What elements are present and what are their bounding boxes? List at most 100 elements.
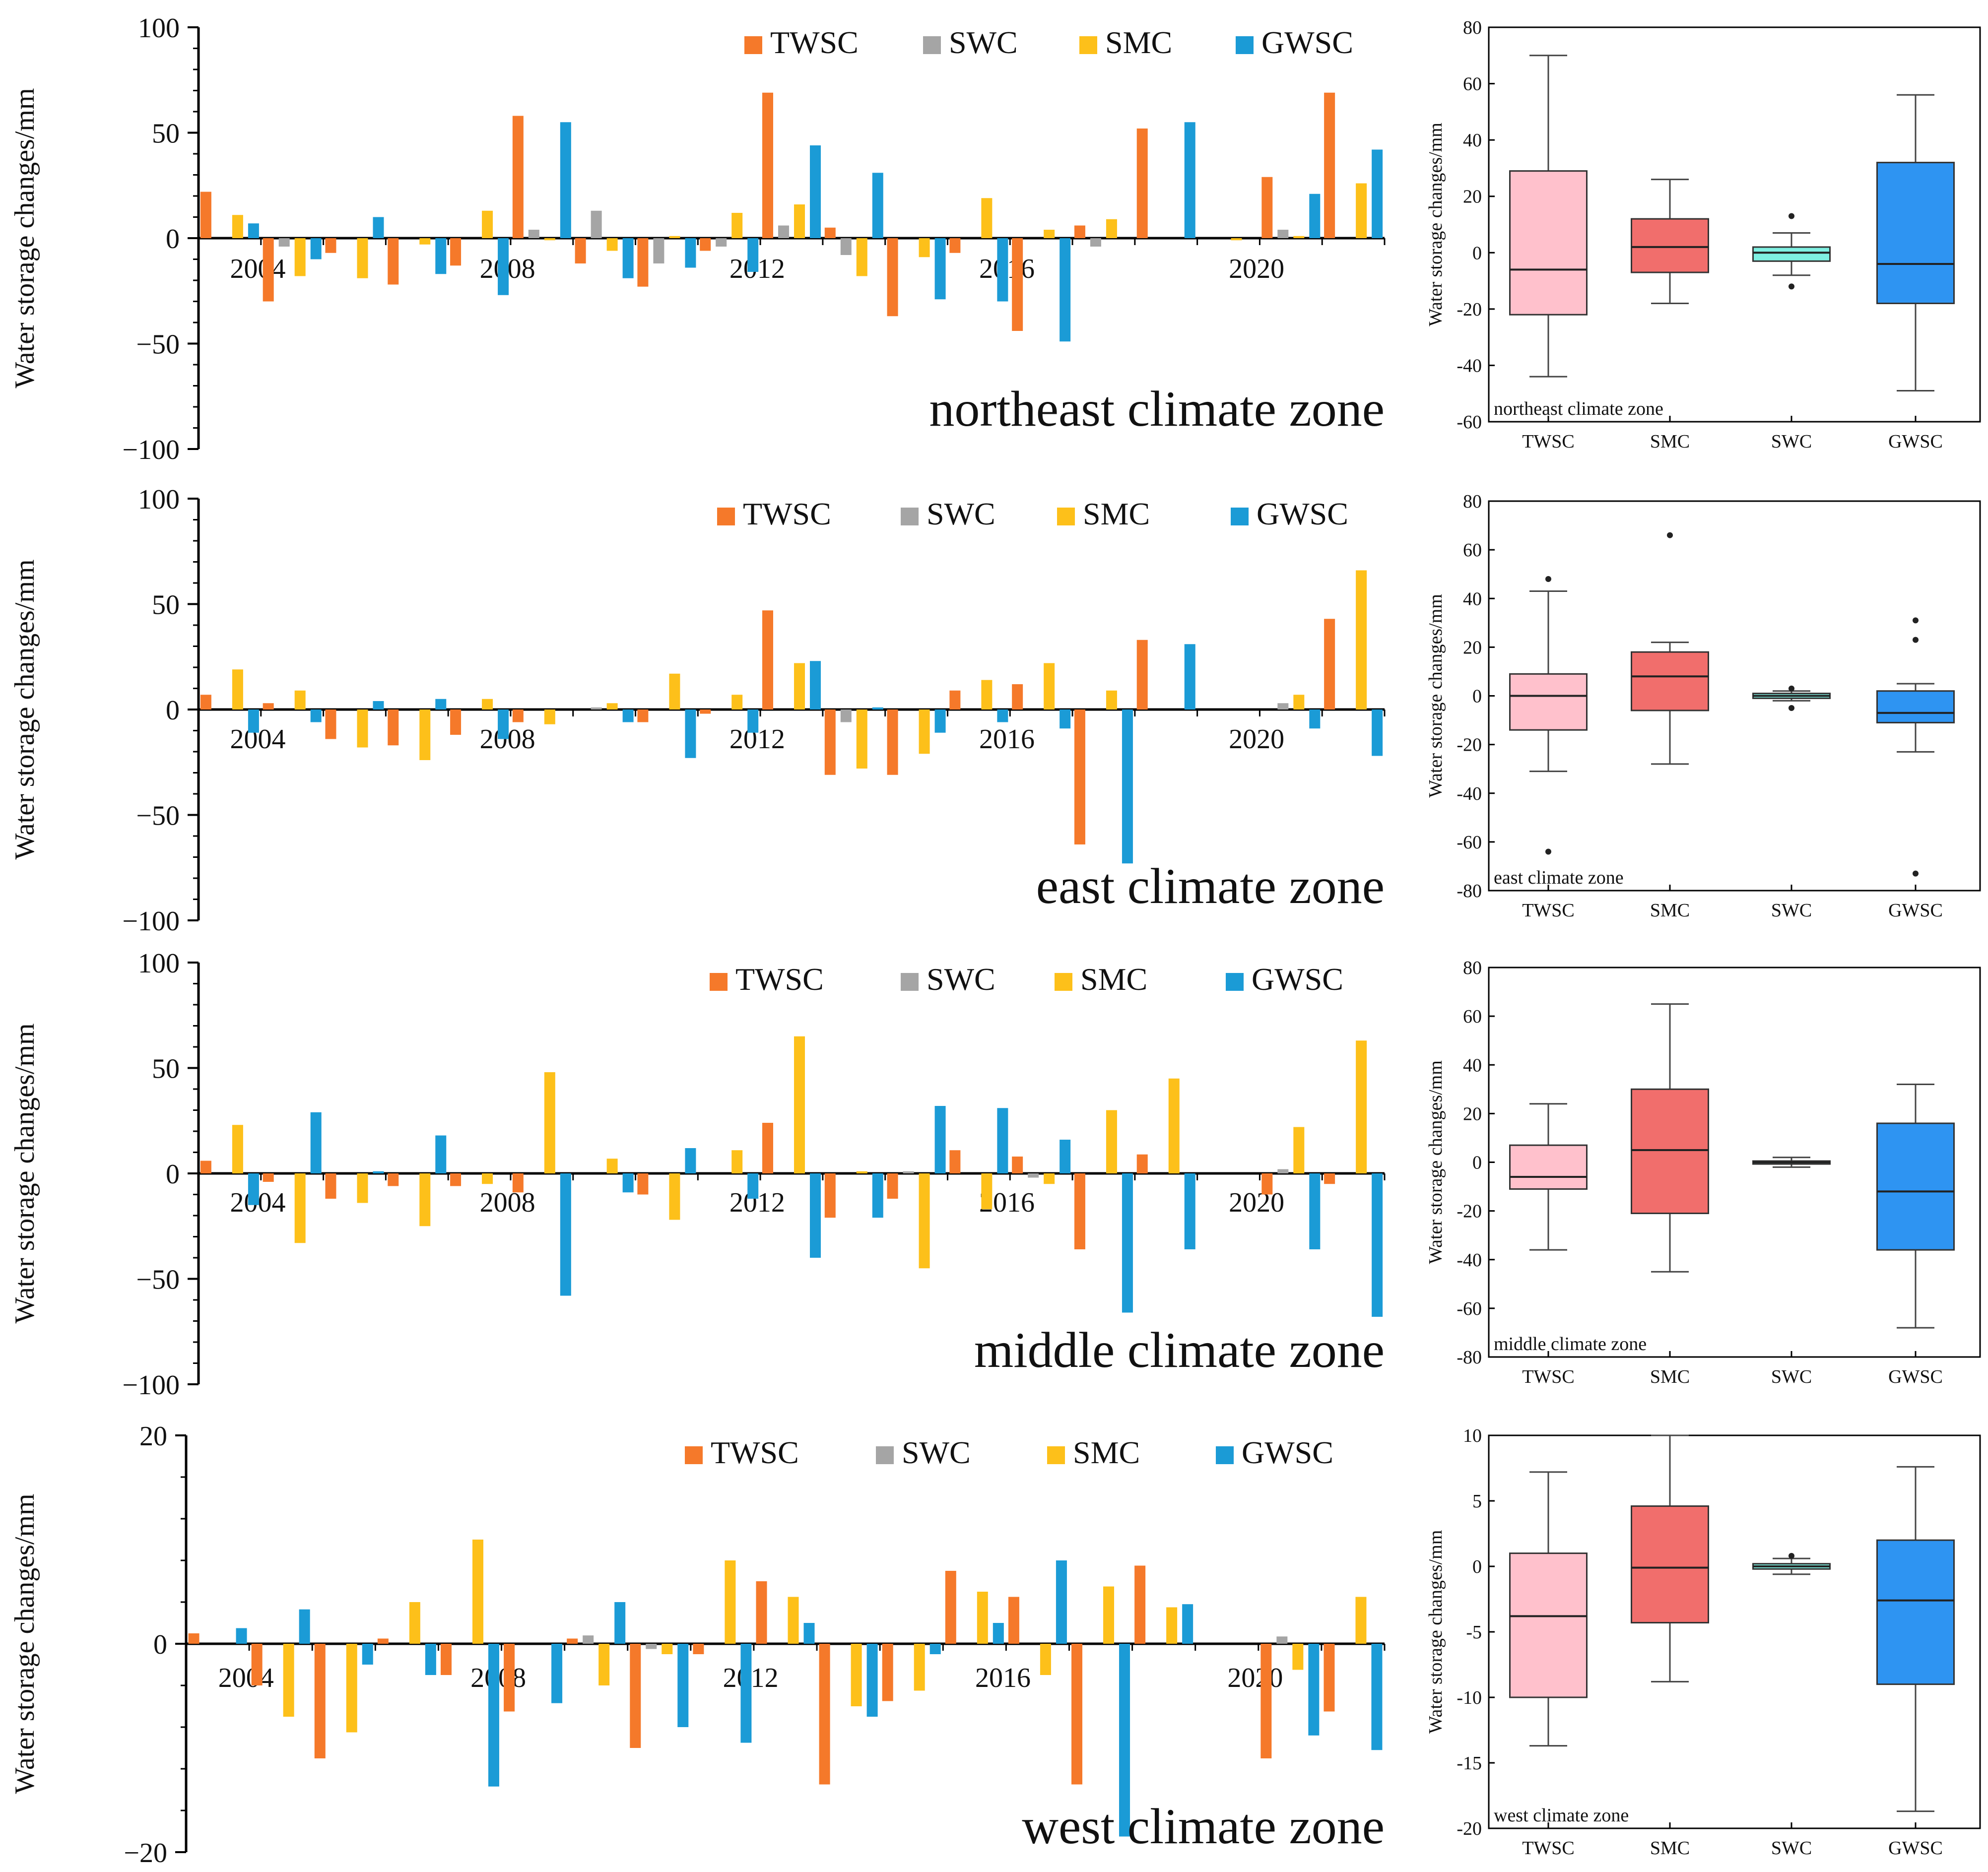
bar-gwsc-2017: [1122, 1173, 1133, 1313]
outlier-point: [1913, 637, 1919, 643]
bar-twsc-2015: [949, 1150, 961, 1173]
legend-swatch-gwsc: [1231, 508, 1249, 525]
box-y-tick-label: 60: [1463, 1006, 1482, 1027]
y-tick-label: 50: [152, 119, 180, 149]
outlier-point: [1913, 617, 1919, 624]
y-tick-label: −100: [122, 906, 180, 937]
bar-twsc-2021: [1324, 92, 1335, 238]
legend-label-smc: SMC: [1073, 1435, 1140, 1470]
legend-swatch-swc: [876, 1446, 894, 1464]
box-twsc: [1509, 1103, 1588, 1251]
bar-twsc-2014: [882, 1644, 893, 1701]
bar-gwsc-2018: [1184, 1173, 1195, 1249]
box-zone-label: northeast climate zone: [1494, 398, 1663, 419]
box-x-label-twsc: TWSC: [1522, 431, 1575, 452]
bar-smc-2016: [1044, 663, 1055, 710]
bar-gwsc-2004: [310, 1112, 322, 1173]
box-y-tick-label: -40: [1457, 1250, 1482, 1271]
bar-smc-2015: [981, 680, 993, 710]
box-y-tick-label: 5: [1472, 1491, 1482, 1512]
box-smc: [1631, 1434, 1709, 1682]
box-zone-label: west climate zone: [1494, 1805, 1629, 1826]
bar-swc-2013: [840, 710, 852, 722]
box-x-label-smc: SMC: [1650, 900, 1690, 921]
bar-smc-2013: [856, 710, 867, 769]
bar-twsc-2011: [700, 238, 711, 251]
bar-gwsc-2020: [1309, 710, 1321, 729]
box-x-label-twsc: TWSC: [1522, 900, 1575, 921]
box-gwsc: [1876, 617, 1955, 877]
legend: TWSC SWC SMC GWSC: [717, 496, 1348, 531]
bar-gwsc-2014: [934, 238, 946, 300]
bar-gwsc-2016: [1060, 1140, 1071, 1173]
box-iqr: [1876, 1122, 1955, 1251]
bar-smc-2020: [1293, 236, 1305, 238]
bar-twsc-2012: [762, 610, 773, 710]
bar-swc-2012: [778, 225, 789, 238]
bar-swc-2004: [278, 238, 290, 247]
box-panel-1: -60 -40 -20 0 20 40 60 80 Water storage changes/…: [1425, 17, 1981, 452]
x-year-label: 2020: [1227, 1663, 1283, 1693]
bar-smc-2005: [357, 1173, 368, 1203]
box-x-label-swc: SWC: [1771, 1366, 1812, 1387]
bar-smc-2006: [409, 1602, 420, 1644]
bar-smc-2005: [357, 238, 368, 278]
bar-twsc-2007: [450, 238, 462, 266]
bar-gwsc-2011: [747, 710, 759, 733]
bar-swc-2009: [591, 707, 602, 710]
bar-smc-2021: [1356, 183, 1367, 238]
outlier-point: [1789, 283, 1794, 290]
bar-twsc-2012: [762, 92, 773, 238]
bar-gwsc-2016: [1056, 1560, 1067, 1644]
box-y-tick-label: -80: [1457, 1347, 1482, 1368]
box-twsc: [1509, 576, 1588, 855]
box-panel-4: -20 -15 -10 -5 0 5 10 Water storage changes/mm T…: [1425, 1425, 1981, 1859]
bar-gwsc-2012: [810, 661, 821, 710]
bar-smc-2006: [419, 710, 431, 760]
bar-twsc-2013: [824, 710, 836, 775]
legend-swatch-swc: [901, 973, 919, 991]
bar-twsc-2005: [314, 1644, 326, 1758]
box-iqr: [1876, 1539, 1955, 1685]
bar-gwsc-2007: [488, 1644, 499, 1787]
bar-gwsc-2021: [1371, 1644, 1383, 1750]
box-iqr: [1631, 1088, 1709, 1215]
bar-swc-2020: [1276, 1636, 1288, 1644]
legend-label-gwsc: GWSC: [1252, 962, 1343, 997]
legend-label-smc: SMC: [1080, 962, 1147, 997]
bar-smc-2007: [482, 699, 493, 710]
bar-swc-2010: [646, 1644, 657, 1649]
bar-smc-2005: [346, 1644, 357, 1733]
bar-twsc-2016: [1012, 238, 1023, 331]
bar-swc-2013: [840, 238, 852, 255]
bar-smc-2004: [283, 1644, 294, 1717]
bar-gwsc-2021: [1372, 149, 1383, 238]
bar-smc-2011: [725, 1560, 736, 1644]
bar-gwsc-2003: [236, 1628, 247, 1644]
bar-smc-2017: [1103, 1586, 1115, 1644]
box-x-label-gwsc: GWSC: [1888, 431, 1943, 452]
bar-gwsc-2005: [373, 701, 384, 710]
bar-swc-2020: [1277, 230, 1289, 238]
bar-smc-2011: [731, 213, 743, 238]
legend-label-twsc: TWSC: [743, 496, 831, 531]
bar-smc-2006: [419, 238, 431, 245]
bar-smc-2012: [794, 663, 805, 710]
bar-twsc-2016: [1012, 1157, 1023, 1173]
bar-gwsc-2015: [997, 1108, 1008, 1173]
bar-smc-2005: [357, 710, 368, 748]
bar-smc-2020: [1292, 1644, 1304, 1670]
bar-gwsc-2010: [677, 1644, 689, 1727]
bar-smc-2021: [1356, 1040, 1367, 1173]
legend-swatch-smc: [1079, 36, 1097, 54]
bar-twsc-2010: [637, 1173, 649, 1195]
bars-group: [200, 570, 1383, 864]
bar-gwsc-2017: [1122, 710, 1133, 864]
bar-smc-2017: [1106, 219, 1117, 238]
bar-twsc-2004: [263, 1173, 274, 1182]
box-x-label-gwsc: GWSC: [1888, 1838, 1943, 1859]
bar-gwsc-2009: [622, 1173, 634, 1193]
y-tick-label: 0: [153, 1629, 167, 1660]
bar-twsc-2004: [263, 238, 274, 302]
legend-label-gwsc: GWSC: [1257, 496, 1348, 531]
